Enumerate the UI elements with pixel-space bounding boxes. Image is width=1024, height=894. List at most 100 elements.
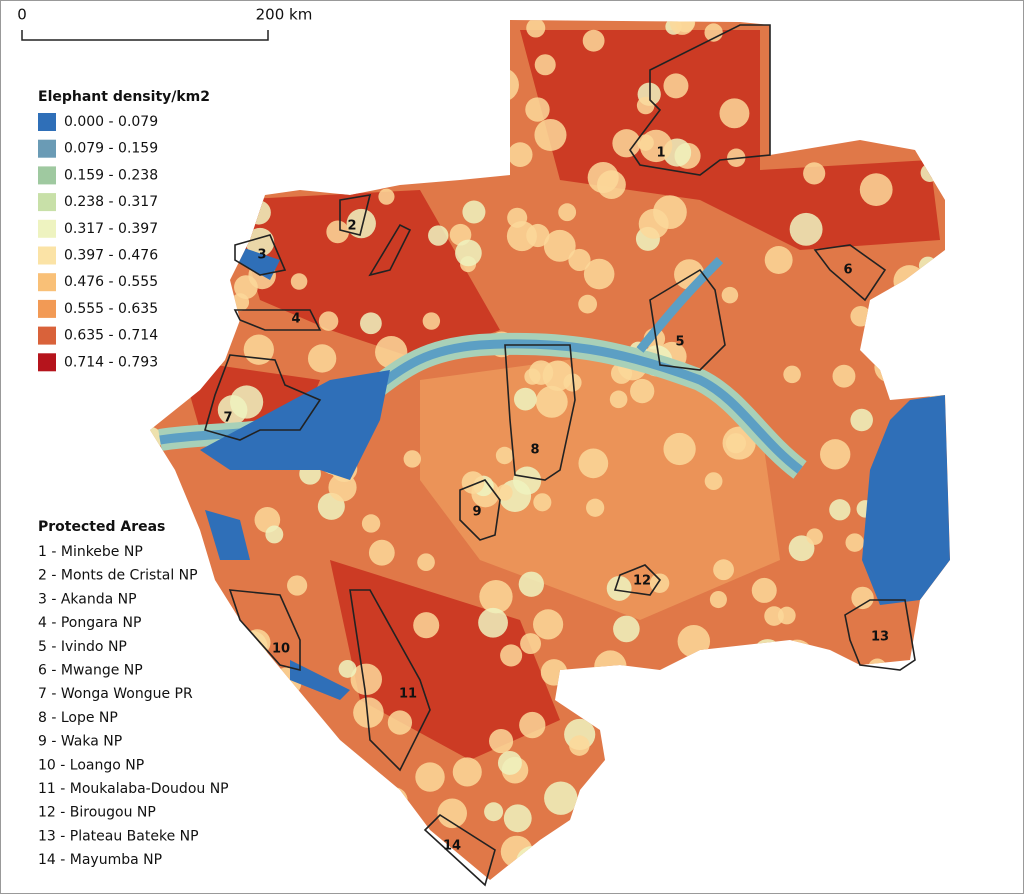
patch	[350, 663, 383, 696]
patch	[722, 426, 756, 460]
park-boundary	[649, 268, 726, 371]
patch	[637, 134, 654, 151]
legend-swatch	[38, 353, 56, 372]
park-boundary	[339, 194, 412, 277]
legend-label: 0.079 - 0.159	[64, 141, 158, 157]
patch	[500, 644, 523, 667]
patch	[606, 575, 632, 601]
patch	[677, 624, 711, 658]
protected-area-item: 2 - Monts de Cristal NP	[38, 568, 198, 584]
protected-area-item: 12 - Birougou NP	[38, 805, 156, 821]
patch	[663, 432, 696, 466]
scale-start: 0	[17, 6, 27, 24]
protected-area-number: 11	[399, 687, 417, 702]
patch	[820, 439, 851, 470]
legend-label: 0.397 - 0.476	[64, 248, 158, 264]
protected-area-item: 9 - Waka NP	[38, 734, 122, 750]
protected-area-number: 9	[472, 505, 481, 520]
patch	[609, 390, 628, 409]
park-boundary	[629, 24, 771, 176]
patch	[534, 54, 556, 76]
patch	[704, 472, 723, 490]
patch	[287, 575, 308, 596]
patch	[829, 499, 851, 521]
patch	[719, 98, 750, 129]
park-boundary	[844, 599, 916, 671]
patch	[513, 387, 537, 411]
legend-label: 0.159 - 0.238	[64, 167, 158, 183]
patch	[803, 162, 826, 185]
patch	[789, 212, 823, 246]
legend-label: 0.476 - 0.555	[64, 274, 158, 290]
park-boundary	[234, 234, 287, 276]
patch	[568, 248, 591, 272]
patch	[520, 633, 542, 655]
patch	[713, 559, 734, 581]
protected-area-item: 8 - Lope NP	[38, 710, 118, 726]
protected-area-item: 5 - Ivindo NP	[38, 639, 127, 655]
patch	[422, 312, 441, 330]
patch	[533, 609, 564, 640]
patch	[353, 697, 384, 728]
patch	[636, 96, 655, 115]
patch	[506, 221, 537, 252]
patch	[503, 804, 532, 833]
patch	[452, 757, 482, 787]
scale-line	[21, 30, 269, 41]
patch	[751, 577, 777, 603]
patch	[455, 239, 482, 267]
patch	[544, 781, 578, 815]
scale-bar: 0 200 km	[17, 6, 312, 41]
patch	[630, 378, 655, 404]
patch	[417, 553, 435, 572]
protected-area-item: 1 - Minkebe NP	[38, 544, 143, 560]
legend-swatch	[38, 166, 56, 185]
protected-area-item: 11 - Moukalaba-Doudou NP	[38, 781, 229, 797]
patch	[543, 229, 576, 262]
patch	[613, 615, 640, 643]
park-boundary	[233, 309, 322, 331]
patch	[437, 798, 468, 829]
legend-label: 0.635 - 0.714	[64, 328, 158, 344]
patch	[850, 408, 873, 432]
patch	[764, 246, 793, 274]
patch	[845, 533, 864, 552]
patch	[507, 207, 528, 228]
patch	[413, 612, 440, 639]
patch	[497, 750, 522, 775]
patch	[489, 728, 514, 754]
patch	[721, 286, 739, 304]
protected-area-number: 4	[291, 312, 300, 327]
patch	[526, 20, 546, 38]
patch	[777, 606, 796, 625]
protected-area-item: 6 - Mwange NP	[38, 663, 143, 679]
patch	[338, 659, 357, 678]
bateke-plateau-low	[862, 395, 950, 605]
protected-area-number: 13	[871, 630, 889, 645]
protected-area-number: 3	[257, 248, 266, 263]
patch	[328, 473, 357, 502]
legend-label: 0.000 - 0.079	[64, 114, 158, 130]
patch	[586, 498, 605, 517]
patch	[582, 29, 605, 52]
protected-area-item: 7 - Wonga Wongue PR	[38, 686, 193, 702]
legend-title: Elephant density/km2	[38, 89, 210, 105]
patch	[669, 20, 695, 35]
patch	[326, 220, 350, 244]
legend-swatch	[38, 299, 56, 318]
scale-end: 200 km	[256, 6, 313, 24]
patch	[484, 802, 504, 822]
patch	[360, 312, 382, 335]
patch	[851, 586, 874, 610]
patch	[709, 591, 727, 609]
park-boundary	[228, 589, 301, 672]
patch	[832, 364, 856, 388]
patch	[461, 471, 485, 494]
patch	[428, 225, 449, 246]
patch	[243, 334, 274, 365]
protected-area-number: 7	[223, 411, 232, 426]
protected-area-boundaries	[204, 24, 916, 887]
legend-swatch	[38, 246, 56, 265]
protected-area-item: 4 - Pongara NP	[38, 615, 141, 631]
